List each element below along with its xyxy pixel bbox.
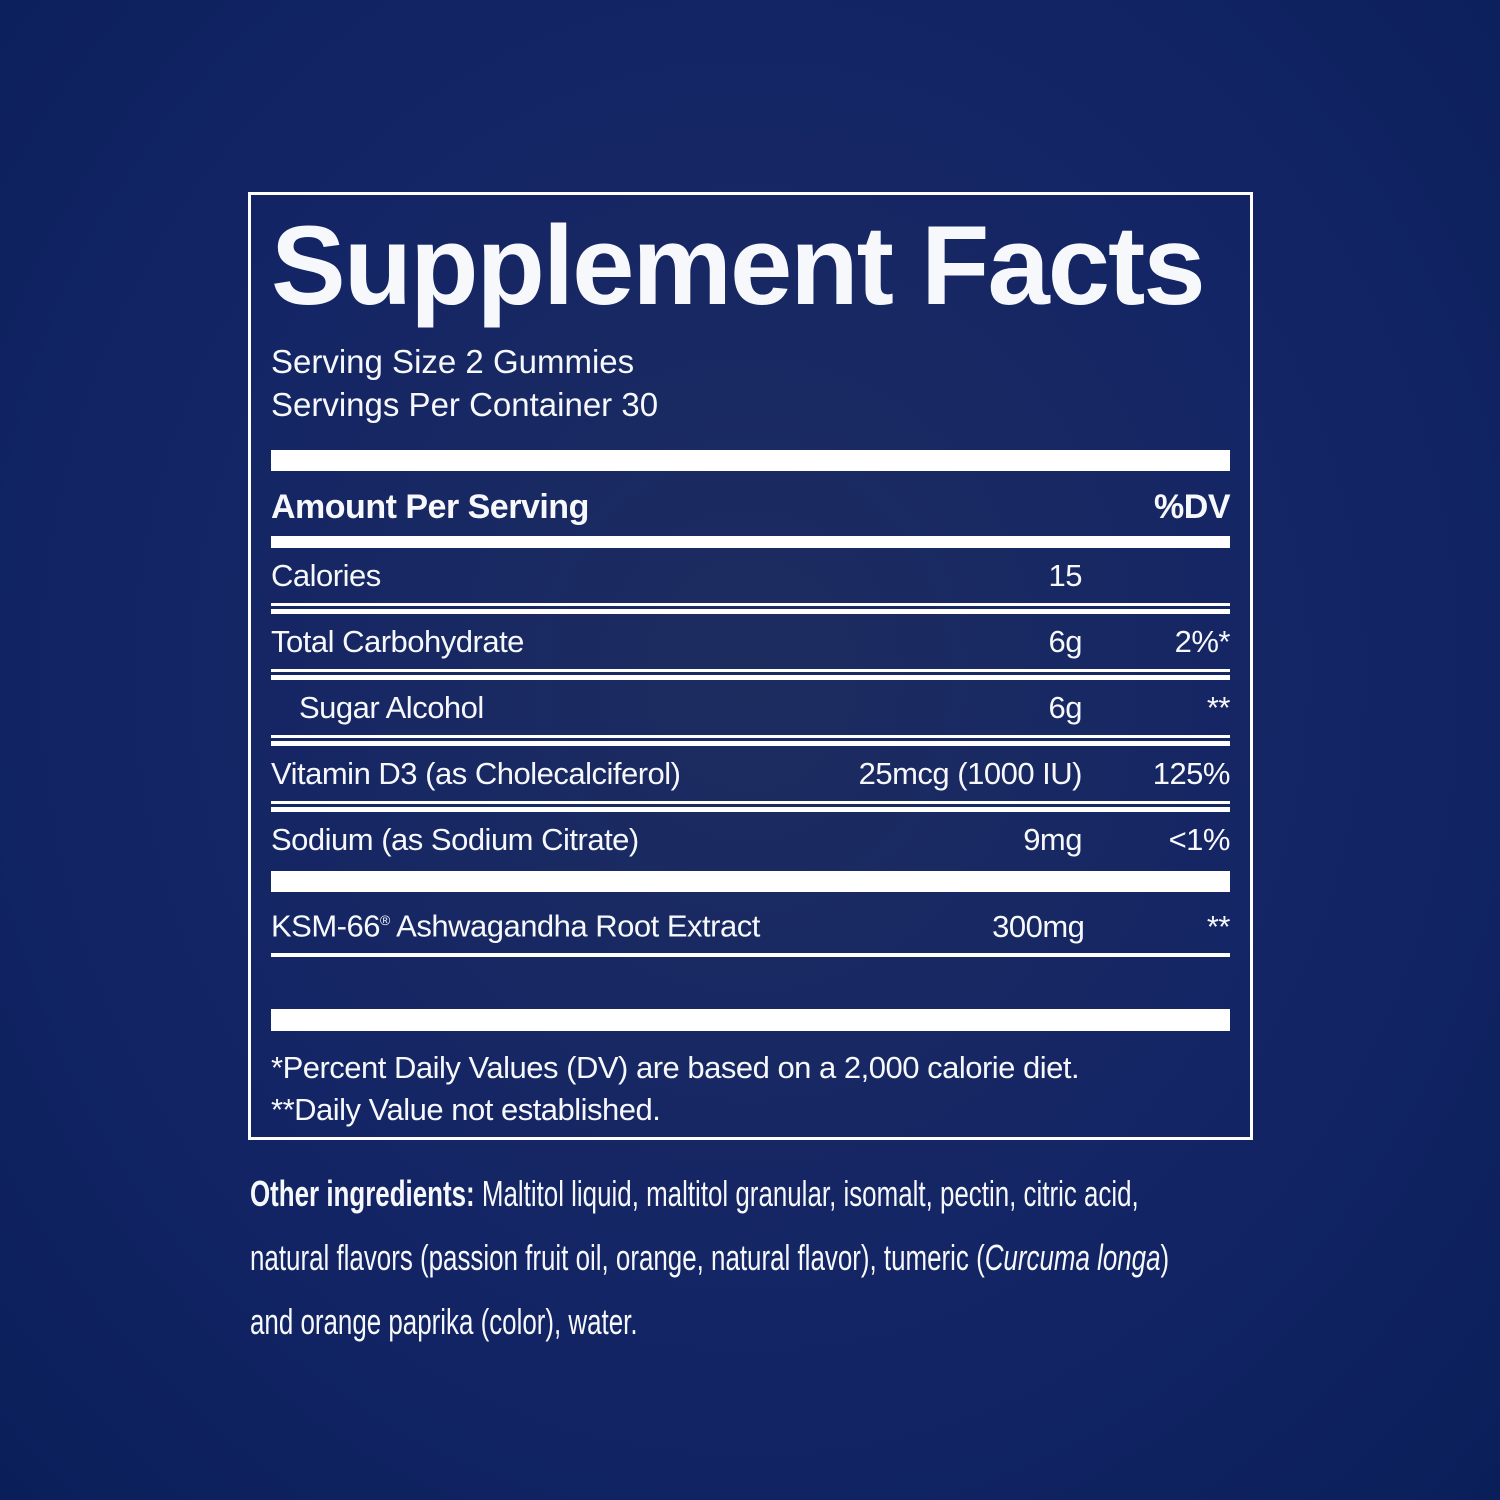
thick-bar-above-extract <box>271 871 1230 893</box>
nutrient-amount: 15 <box>1048 558 1083 594</box>
servings-per-container-text: Servings Per Container 30 <box>271 386 659 424</box>
row-separator <box>271 669 1230 681</box>
table-row-total-carbohydrate: Total Carbohydrate 6g 2%* <box>271 614 1231 669</box>
nutrient-amount: 25mcg (1000 IU) <box>858 756 1083 792</box>
table-header-row: Amount Per Serving %DV <box>271 471 1231 536</box>
empty-row-spacer <box>271 957 1230 1009</box>
nutrient-name-rest: Ashwagandha Root Extract <box>389 908 760 944</box>
thin-rule-under-extract <box>271 952 1230 957</box>
ingredients-text: and orange paprika (color), water. <box>250 1301 638 1342</box>
other-ingredients-paragraph: Other ingredients: Maltitol liquid, malt… <box>250 1168 1287 1360</box>
row-separator <box>271 801 1230 813</box>
nutrient-dv: 2%* <box>1174 624 1231 660</box>
nutrient-amount: 6g <box>1048 624 1083 660</box>
supplement-facts-panel: Supplement Facts Serving Size 2 Gummies … <box>248 192 1253 1140</box>
dv-header: %DV <box>1154 488 1230 527</box>
other-ingredients-line: and orange paprika (color), water. <box>250 1296 1287 1347</box>
nutrient-name: Sodium (as Sodium Citrate) <box>271 822 639 858</box>
nutrient-name: Sugar Alcohol <box>299 690 484 726</box>
panel-title: Supplement Facts <box>271 203 1206 328</box>
other-ingredients-label: Other ingredients: <box>250 1173 475 1214</box>
nutrient-dv: <1% <box>1168 822 1231 858</box>
footnote-dv-not-established: **Daily Value not established. <box>271 1091 661 1127</box>
amount-per-serving-header: Amount Per Serving <box>271 488 589 527</box>
registered-trademark-icon: ® <box>379 912 390 929</box>
nutrient-name: Total Carbohydrate <box>271 624 524 660</box>
table-row-sodium: Sodium (as Sodium Citrate) 9mg <1% <box>271 812 1231 867</box>
nutrient-amount: 9mg <box>1023 822 1082 858</box>
row-separator <box>271 735 1230 747</box>
thick-bar-above-footnotes <box>271 1008 1230 1031</box>
table-row-vitamin-d3: Vitamin D3 (as Cholecalciferol) 25mcg (1… <box>271 746 1231 801</box>
botanical-name: Curcuma longa <box>984 1237 1161 1278</box>
nutrient-dv: 125% <box>1152 756 1231 792</box>
ingredients-text: ) <box>1160 1237 1170 1278</box>
table-row-sugar-alcohol: Sugar Alcohol 6g ** <box>271 680 1231 735</box>
ingredients-text: Maltitol liquid, maltitol granular, isom… <box>474 1173 1139 1214</box>
table-row-ksm66-ashwagandha: KSM-66® Ashwagandha Root Extract 300mg *… <box>271 892 1230 952</box>
nutrient-name: Calories <box>271 558 381 594</box>
nutrient-dv: ** <box>1206 908 1231 944</box>
nutrient-amount: 6g <box>1048 690 1083 726</box>
footnote-percent-dv: *Percent Daily Values (DV) are based on … <box>271 1049 1080 1085</box>
table-row-calories: Calories 15 <box>271 548 1230 603</box>
brand-name: KSM-66 <box>271 908 380 944</box>
other-ingredients-line: Other ingredients: Maltitol liquid, malt… <box>250 1168 1287 1219</box>
medium-bar-under-header <box>271 536 1230 549</box>
other-ingredients-line: natural flavors (passion fruit oil, oran… <box>250 1232 1287 1283</box>
thick-bar-top <box>271 450 1230 472</box>
row-separator <box>271 603 1230 615</box>
nutrient-dv: ** <box>1206 690 1231 726</box>
nutrient-name: KSM-66® Ashwagandha Root Extract <box>271 900 760 946</box>
nutrient-name: Vitamin D3 (as Cholecalciferol) <box>271 756 681 792</box>
serving-size-text: Serving Size 2 Gummies <box>271 343 635 381</box>
nutrient-amount: 300mg <box>992 908 1085 944</box>
ingredients-text: natural flavors (passion fruit oil, oran… <box>250 1237 985 1278</box>
